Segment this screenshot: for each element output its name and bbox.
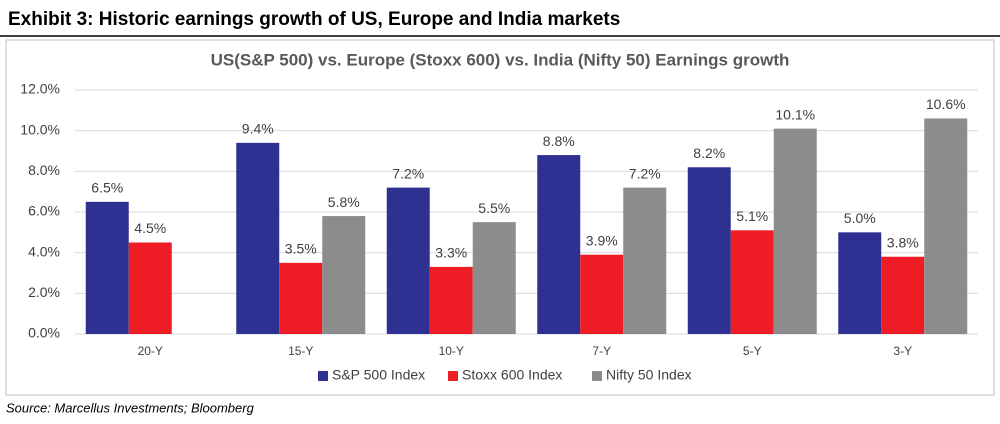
data-label: 3.5% [285, 241, 317, 257]
x-tick-label: 3-Y [893, 344, 912, 358]
data-label: 3.3% [435, 245, 467, 261]
bar [730, 230, 774, 334]
bar [279, 262, 323, 334]
bar [322, 216, 366, 334]
bar [128, 242, 172, 334]
data-label: 5.8% [328, 194, 360, 210]
bar [386, 187, 430, 334]
x-tick-label: 10-Y [439, 344, 464, 358]
data-label: 10.6% [926, 96, 966, 112]
bar [838, 232, 882, 334]
legend-swatch [318, 371, 328, 381]
data-label: 8.8% [543, 133, 575, 149]
y-tick-label: 8.0% [28, 162, 60, 178]
legend-label: S&P 500 Index [332, 367, 425, 383]
bar [881, 256, 925, 334]
y-tick-label: 10.0% [20, 121, 60, 137]
source-note: Source: Marcellus Investments; Bloomberg [6, 400, 255, 415]
legend-swatch [448, 371, 458, 381]
bar [924, 118, 968, 334]
y-tick-label: 12.0% [20, 81, 60, 97]
x-tick-label: 5-Y [743, 344, 762, 358]
bar [623, 187, 667, 334]
x-tick-label: 7-Y [592, 344, 611, 358]
legend-swatch [592, 371, 602, 381]
bar [687, 167, 731, 334]
y-tick-label: 6.0% [28, 203, 60, 219]
bar [429, 266, 473, 334]
data-label: 7.2% [392, 165, 424, 181]
data-label: 9.4% [242, 121, 274, 137]
data-label: 5.5% [478, 200, 510, 216]
data-label: 5.1% [736, 208, 768, 224]
data-label: 8.2% [693, 145, 725, 161]
x-tick-label: 15-Y [288, 344, 313, 358]
data-label: 6.5% [91, 180, 123, 196]
chart-frame [5, 39, 995, 396]
y-tick-label: 0.0% [28, 325, 60, 341]
legend-label: Stoxx 600 Index [462, 367, 562, 383]
bar [236, 142, 280, 334]
legend-label: Nifty 50 Index [606, 367, 692, 383]
data-label: 4.5% [134, 220, 166, 236]
data-label: 5.0% [844, 210, 876, 226]
bar [537, 155, 581, 334]
bar [85, 201, 129, 334]
data-label: 3.9% [586, 232, 618, 248]
data-label: 7.2% [629, 165, 661, 181]
bar [580, 254, 624, 334]
y-tick-label: 4.0% [28, 243, 60, 259]
exhibit-title: Exhibit 3: Historic earnings growth of U… [8, 9, 620, 30]
data-label: 3.8% [887, 234, 919, 250]
x-tick-label: 20-Y [138, 344, 163, 358]
chart-title: US(S&P 500) vs. Europe (Stoxx 600) vs. I… [211, 50, 790, 69]
bar [472, 222, 516, 334]
bar [773, 128, 817, 334]
y-tick-label: 2.0% [28, 284, 60, 300]
data-label: 10.1% [775, 106, 815, 122]
